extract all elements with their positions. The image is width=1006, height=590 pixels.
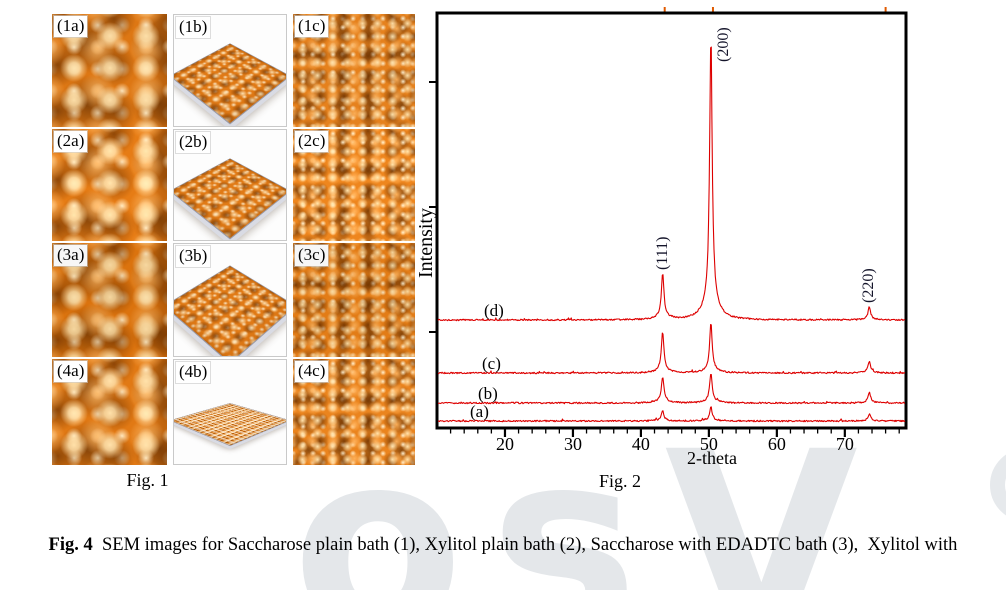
sem-cell-4b: (4b) bbox=[173, 359, 287, 465]
sem-cell-label: (4a) bbox=[54, 361, 88, 382]
sem-cell-4a: (4a) bbox=[52, 359, 167, 465]
sem-cell-label: (1c) bbox=[295, 16, 329, 37]
xrd-curve-b bbox=[438, 373, 906, 405]
sem-cell-label: (2b) bbox=[176, 132, 211, 153]
x-axis-tick-label: 20 bbox=[496, 434, 514, 454]
sem-cell-2a: (2a) bbox=[52, 129, 167, 241]
x-axis-tick-label: 60 bbox=[768, 434, 786, 454]
y-axis-title: Intensity bbox=[415, 208, 437, 278]
peak-annotation-200: (200) bbox=[715, 27, 732, 62]
sem-cell-label: (4c) bbox=[295, 361, 329, 382]
curve-label-c: (c) bbox=[482, 354, 501, 373]
sem-cell-1c: (1c) bbox=[293, 14, 415, 127]
xrd-curve-c bbox=[437, 323, 906, 375]
sem-cell-1b: (1b) bbox=[173, 14, 287, 127]
sem-cell-2b: (2b) bbox=[173, 129, 287, 241]
plot-box bbox=[435, 11, 908, 430]
sem-cell-label: (2a) bbox=[54, 131, 88, 152]
sem-cell-4c: (4c) bbox=[293, 359, 415, 465]
fig4-caption-line1: Fig. 4 SEM images for Saccharose plain b… bbox=[0, 535, 1006, 557]
xrd-chart: 20 30 40 50 60 70 2-theta Intensity (a)(b) (c) (d)… bbox=[415, 7, 908, 468]
fig4-caption-text: SEM images for Saccharose plain bath (1)… bbox=[92, 535, 958, 555]
fig1-caption: Fig. 1 bbox=[126, 470, 169, 490]
xrd-curve-d bbox=[437, 46, 906, 322]
sem-cell-label: (2c) bbox=[295, 131, 329, 152]
sem-cell-2c: (2c) bbox=[293, 129, 415, 241]
sem-cell-label: (3b) bbox=[176, 246, 211, 267]
fig2-caption: Fig. 2 bbox=[598, 471, 641, 491]
sem-cell-3c: (3c) bbox=[293, 243, 415, 357]
fig4-caption-prefix: Fig. 4 bbox=[48, 535, 93, 555]
xrd-curve-a bbox=[437, 406, 906, 423]
sem-cell-label: (1b) bbox=[176, 17, 211, 38]
x-axis-tick-label: 50 bbox=[700, 434, 718, 454]
fig1-sem-grid: (1a) (1b) (1c) (2a) (2b) (2c) (3a) (3b) (3c) (4a)… bbox=[52, 14, 415, 465]
peak-annotation-111: (111) bbox=[654, 237, 671, 270]
sem-cell-label: (3a) bbox=[54, 245, 88, 266]
curve-label-a: (a) bbox=[470, 402, 489, 421]
figure-captions: Fig. 4 SEM images for Saccharose plain b… bbox=[0, 492, 1006, 590]
curve-label-d: (d) bbox=[484, 301, 504, 320]
x-axis-tick-label: 70 bbox=[836, 434, 854, 454]
sem-cell-3b: (3b) bbox=[173, 243, 287, 357]
sem-cell-label: (1a) bbox=[54, 16, 88, 37]
curve-label-b: (b) bbox=[478, 384, 498, 403]
sem-cell-3a: (3a) bbox=[52, 243, 167, 357]
sem-cell-1a: (1a) bbox=[52, 14, 167, 127]
sem-cell-label: (3c) bbox=[295, 245, 329, 266]
peak-annotation-220: (220) bbox=[860, 268, 877, 303]
x-axis-tick-label: 40 bbox=[632, 434, 650, 454]
sem-cell-label: (4b) bbox=[176, 362, 211, 383]
x-axis-title: 2-theta bbox=[687, 448, 737, 468]
x-axis-tick-label: 30 bbox=[564, 434, 582, 454]
